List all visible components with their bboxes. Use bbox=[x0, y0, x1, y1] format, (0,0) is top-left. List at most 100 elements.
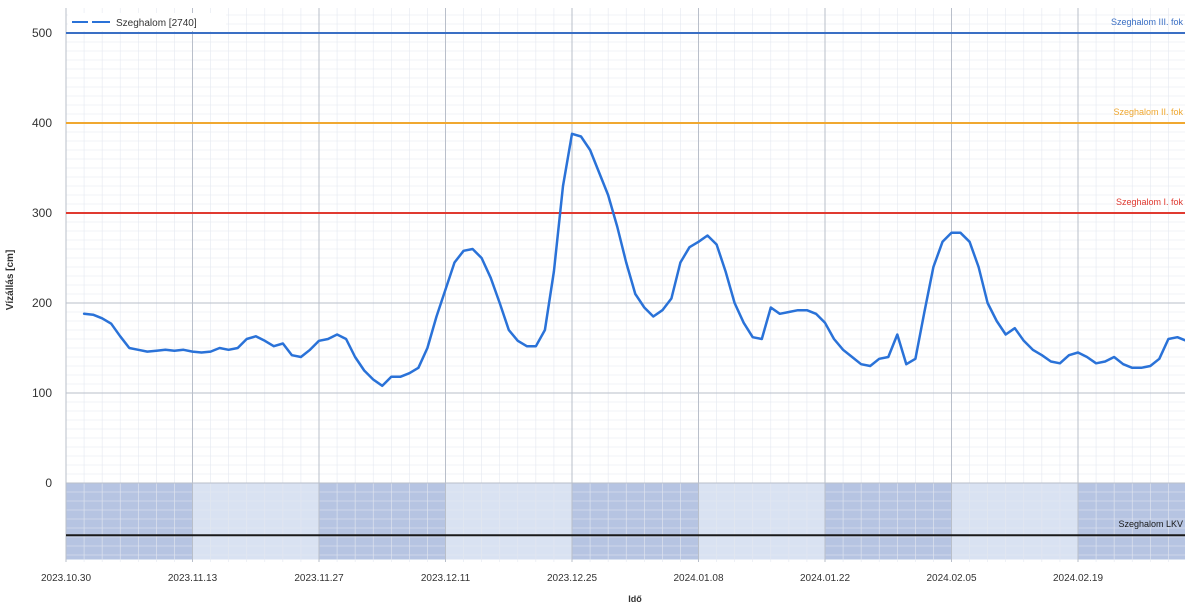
data-point bbox=[942, 241, 943, 242]
data-point bbox=[906, 364, 907, 365]
data-point bbox=[797, 310, 798, 311]
data-point bbox=[273, 346, 274, 347]
data-point bbox=[255, 336, 256, 337]
data-point bbox=[1159, 358, 1160, 359]
data-point bbox=[472, 248, 473, 249]
data-point bbox=[852, 356, 853, 357]
data-point bbox=[671, 298, 672, 299]
data-point bbox=[246, 338, 247, 339]
reference-line-label: Szeghalom I. fok bbox=[1116, 197, 1184, 207]
data-point bbox=[960, 232, 961, 233]
data-point bbox=[264, 340, 265, 341]
data-point bbox=[626, 262, 627, 263]
data-point bbox=[282, 343, 283, 344]
data-point bbox=[1123, 364, 1124, 365]
data-point bbox=[680, 262, 681, 263]
data-point bbox=[599, 172, 600, 173]
data-point bbox=[833, 338, 834, 339]
data-point bbox=[427, 347, 428, 348]
data-point bbox=[490, 277, 491, 278]
x-tick-label: 2023.12.25 bbox=[547, 573, 597, 584]
data-point bbox=[806, 310, 807, 311]
data-point bbox=[716, 244, 717, 245]
data-point bbox=[93, 314, 94, 315]
data-point bbox=[644, 307, 645, 308]
period-band bbox=[825, 483, 952, 560]
data-point bbox=[391, 376, 392, 377]
data-point bbox=[915, 358, 916, 359]
data-point bbox=[861, 364, 862, 365]
data-point bbox=[219, 347, 220, 348]
series-lines bbox=[84, 133, 1185, 386]
data-point bbox=[192, 351, 193, 352]
data-point bbox=[535, 346, 536, 347]
period-band bbox=[66, 483, 193, 560]
period-band bbox=[572, 483, 699, 560]
data-point bbox=[373, 379, 374, 380]
data-point bbox=[562, 185, 563, 186]
data-point bbox=[553, 271, 554, 272]
data-point bbox=[1141, 367, 1142, 368]
x-tick-label: 2024.02.05 bbox=[926, 573, 976, 584]
data-point bbox=[1014, 328, 1015, 329]
y-tick-label: 300 bbox=[32, 206, 52, 220]
x-tick-label: 2024.01.22 bbox=[800, 573, 850, 584]
data-point bbox=[571, 133, 572, 134]
data-point bbox=[879, 358, 880, 359]
reference-line-label: Szeghalom II. fok bbox=[1113, 107, 1183, 117]
data-point bbox=[111, 323, 112, 324]
data-point bbox=[1168, 338, 1169, 339]
data-point bbox=[508, 329, 509, 330]
x-tick-label: 2024.01.08 bbox=[673, 573, 723, 584]
data-point bbox=[544, 329, 545, 330]
data-point bbox=[499, 302, 500, 303]
x-axis-label: Idő bbox=[628, 594, 642, 604]
data-point bbox=[662, 310, 663, 311]
data-point bbox=[1032, 349, 1033, 350]
data-point bbox=[1050, 361, 1051, 362]
data-point bbox=[707, 235, 708, 236]
data-point bbox=[815, 313, 816, 314]
data-point bbox=[1105, 361, 1106, 362]
data-point bbox=[1005, 334, 1006, 335]
data-point bbox=[400, 376, 401, 377]
data-point bbox=[1059, 363, 1060, 364]
legend-entry: Szeghalom [2740] bbox=[116, 18, 197, 29]
data-point bbox=[355, 356, 356, 357]
data-point bbox=[779, 313, 780, 314]
y-tick-label: 500 bbox=[32, 26, 52, 40]
x-tick-label: 2023.10.30 bbox=[41, 573, 91, 584]
data-point bbox=[84, 313, 85, 314]
grid-lines bbox=[66, 8, 1185, 562]
data-point bbox=[752, 337, 753, 338]
data-point bbox=[436, 316, 437, 317]
data-point bbox=[698, 241, 699, 242]
data-point bbox=[924, 311, 925, 312]
data-point bbox=[1068, 355, 1069, 356]
data-point bbox=[1086, 356, 1087, 357]
data-point bbox=[129, 347, 130, 348]
data-point bbox=[987, 302, 988, 303]
data-point bbox=[418, 367, 419, 368]
data-point bbox=[445, 289, 446, 290]
data-point bbox=[463, 250, 464, 251]
data-point bbox=[653, 316, 654, 317]
data-point bbox=[788, 311, 789, 312]
data-point bbox=[481, 257, 482, 258]
data-point bbox=[309, 349, 310, 350]
data-point bbox=[770, 307, 771, 308]
data-point bbox=[517, 340, 518, 341]
data-point bbox=[617, 226, 618, 227]
legend: Szeghalom [2740] bbox=[68, 13, 226, 31]
data-point bbox=[743, 322, 744, 323]
data-point bbox=[978, 266, 979, 267]
data-point bbox=[210, 351, 211, 352]
data-point bbox=[1096, 363, 1097, 364]
x-tick-label: 2024.02.19 bbox=[1053, 573, 1103, 584]
x-tick-label: 2023.11.27 bbox=[294, 573, 344, 584]
data-point bbox=[201, 352, 202, 353]
data-point bbox=[1077, 352, 1078, 353]
